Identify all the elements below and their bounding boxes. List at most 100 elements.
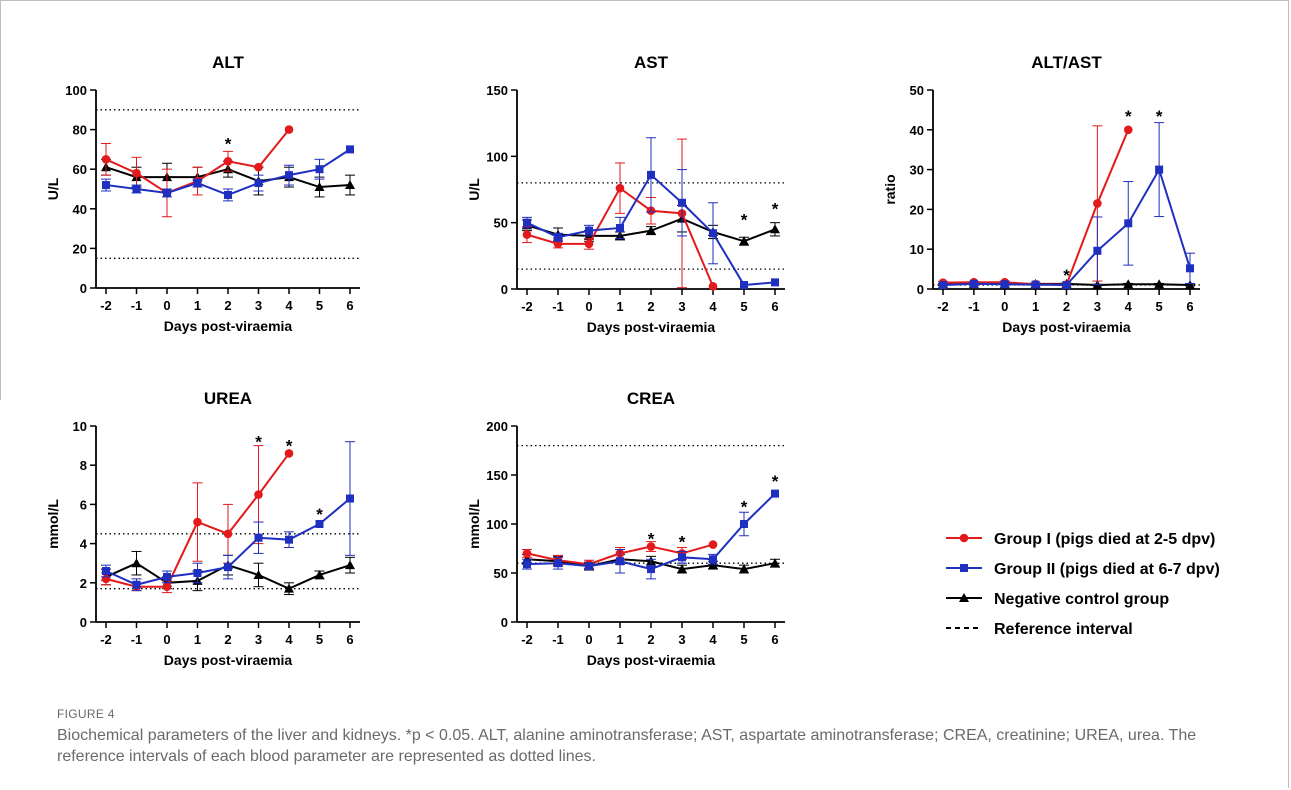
chart-panel-alt: ALT 0 20 40 60 80 100 -2 -1 0 1 2 3 4 5 6 Days post-vira…	[45, 53, 360, 334]
figure-caption: Biochemical parameters of the liver and …	[57, 727, 1197, 765]
x-tick-label: -1	[968, 299, 980, 314]
significance-mark: *	[741, 497, 748, 516]
data-point	[969, 279, 978, 288]
chart-title: ALT	[212, 53, 244, 72]
data-point	[285, 171, 293, 180]
x-tick-label: 2	[224, 298, 231, 313]
data-point	[1093, 246, 1102, 255]
data-point	[739, 236, 749, 246]
y-tick-label: 150	[486, 468, 508, 483]
chart-panel-urea: UREA 0 2 4 6 8 10 -2 -1 0 1 2 3 4 5 6 Days post-viraemia…	[45, 389, 360, 668]
data-point	[771, 489, 779, 498]
chart-title: AST	[634, 53, 669, 72]
data-point	[647, 565, 655, 574]
x-tick-label: 6	[771, 632, 778, 647]
data-point	[284, 125, 294, 134]
data-point	[254, 179, 263, 188]
y-tick-label: 0	[80, 615, 87, 630]
data-point	[740, 281, 748, 290]
x-tick-label: 0	[163, 632, 170, 647]
data-point	[285, 535, 293, 544]
y-tick-label: 50	[494, 216, 508, 231]
data-point	[253, 569, 264, 579]
data-point	[1123, 125, 1133, 135]
x-tick-label: 4	[709, 632, 717, 647]
data-point	[284, 449, 294, 458]
series-2	[101, 441, 355, 592]
y-tick-label: 6	[80, 497, 87, 512]
x-tick-label: 1	[616, 632, 623, 647]
data-point	[163, 572, 171, 581]
x-tick-label: -2	[521, 632, 533, 647]
data-point	[254, 162, 263, 172]
data-point	[132, 185, 141, 193]
x-tick-label: 6	[1186, 299, 1193, 314]
data-point	[585, 226, 593, 235]
data-point	[101, 155, 111, 164]
y-axis-label: mmol/L	[466, 499, 482, 549]
x-axis-label: Days post-viraemia	[164, 652, 293, 668]
x-tick-label: 3	[255, 632, 262, 647]
x-tick-label: 1	[194, 298, 201, 313]
x-tick-label: 4	[285, 632, 293, 647]
data-point	[131, 558, 142, 568]
legend-marker	[959, 533, 969, 543]
y-axis-label: U/L	[45, 177, 61, 200]
data-point	[345, 560, 355, 570]
data-point	[709, 555, 717, 564]
significance-mark: *	[679, 533, 686, 552]
series-1	[938, 125, 1133, 289]
x-tick-label: 5	[316, 632, 323, 647]
data-point	[284, 583, 294, 593]
data-point	[223, 156, 233, 166]
data-point	[522, 230, 532, 239]
x-tick-label: 4	[1125, 299, 1133, 314]
series-2	[522, 489, 779, 580]
significance-mark: *	[741, 210, 748, 229]
legend-label: Negative control group	[994, 591, 1169, 608]
legend-marker	[959, 593, 969, 602]
data-point	[771, 278, 779, 287]
x-axis-label: Days post-viraemia	[164, 318, 293, 334]
data-point	[102, 567, 110, 576]
y-axis-label: U/L	[466, 178, 482, 201]
x-tick-label: -1	[552, 632, 564, 647]
significance-mark: *	[1156, 107, 1163, 126]
significance-mark: *	[225, 134, 232, 153]
y-tick-label: 60	[73, 162, 87, 177]
y-tick-label: 100	[486, 517, 508, 532]
data-point	[523, 560, 531, 569]
data-point	[708, 282, 718, 291]
x-tick-label: 3	[678, 632, 685, 647]
x-tick-label: 5	[1156, 299, 1163, 314]
data-point	[1000, 280, 1009, 289]
y-tick-label: 40	[73, 202, 87, 217]
data-point	[254, 533, 263, 542]
chart-title: UREA	[204, 389, 252, 408]
x-tick-label: 6	[346, 298, 353, 313]
data-point	[554, 559, 562, 568]
x-tick-label: 3	[678, 299, 685, 314]
x-tick-label: -1	[131, 632, 143, 647]
data-point	[647, 170, 655, 179]
data-point	[132, 580, 141, 589]
x-tick-label: -1	[131, 298, 143, 313]
x-axis-label: Days post-viraemia	[587, 652, 716, 668]
y-tick-label: 20	[73, 241, 87, 256]
data-point	[345, 180, 355, 190]
y-tick-label: 10	[910, 242, 924, 257]
y-tick-label: 100	[486, 149, 508, 164]
x-tick-label: 5	[316, 298, 323, 313]
y-tick-label: 0	[501, 282, 508, 297]
data-point	[1154, 279, 1165, 289]
data-point	[615, 183, 625, 193]
data-point	[163, 188, 171, 197]
series-2	[938, 122, 1195, 290]
legend-marker	[960, 564, 968, 572]
chart-panel-alt-ast: ALT/AST 0 10 20 30 40 50 -2 -1 0 1 2 3 4 5 6 Days post-v…	[882, 53, 1200, 335]
data-point	[162, 582, 172, 592]
legend-label: Reference interval	[994, 621, 1133, 638]
y-tick-label: 8	[80, 458, 87, 473]
